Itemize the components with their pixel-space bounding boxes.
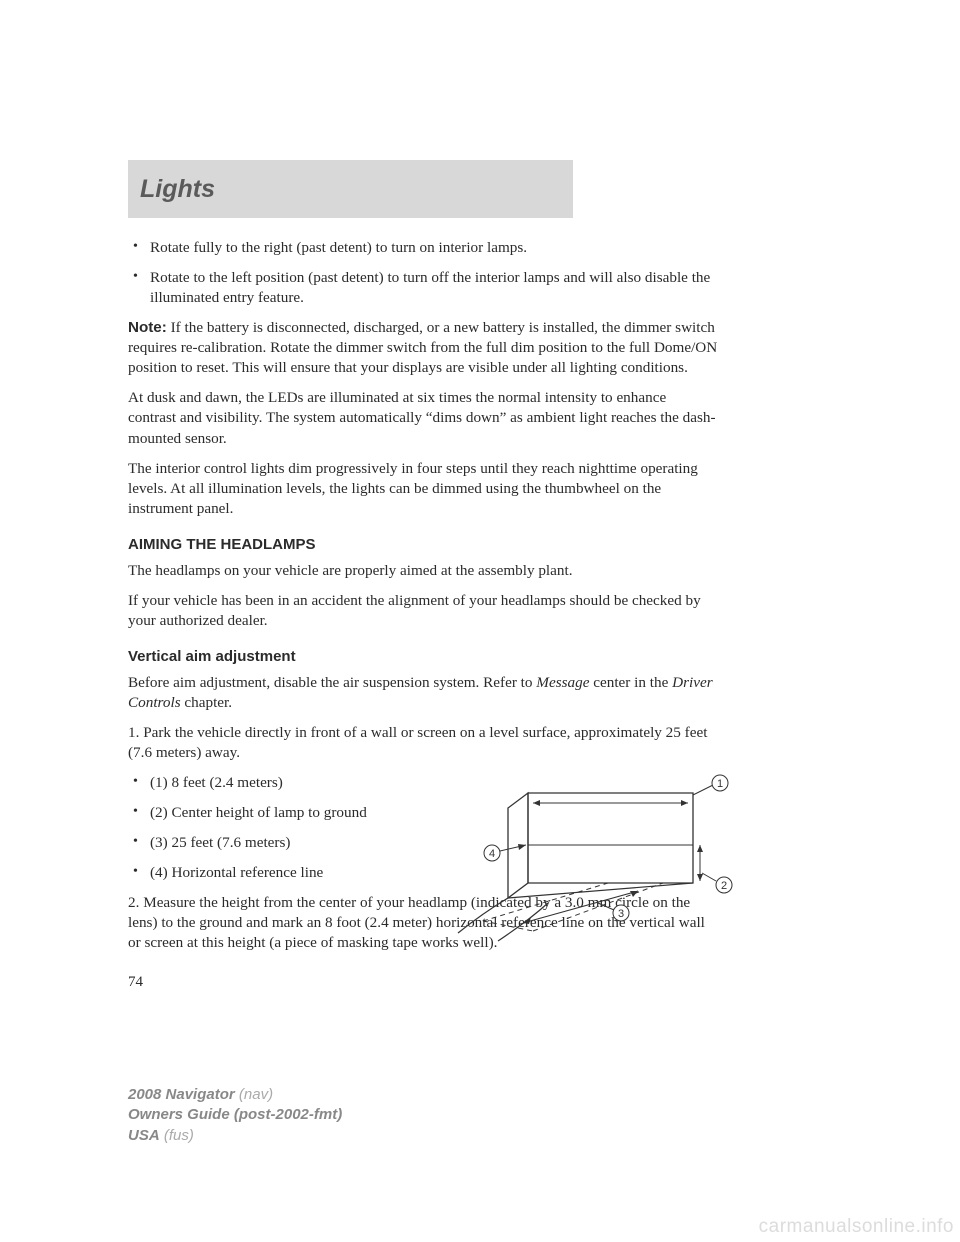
paragraph: Before aim adjustment, disable the air s… — [128, 673, 718, 713]
note-body: If the battery is disconnected, discharg… — [128, 319, 717, 376]
list-item: (3) 25 feet (7.6 meters) — [128, 833, 408, 853]
section-heading-aiming: AIMING THE HEADLAMPS — [128, 535, 718, 555]
italic-text: Message — [536, 674, 589, 691]
step-paragraph: 1. Park the vehicle directly in front of… — [128, 723, 718, 763]
text: chapter. — [181, 694, 232, 711]
figure-wrap: (1) 8 feet (2.4 meters) (2) Center heigh… — [128, 773, 718, 953]
page-number: 74 — [128, 973, 718, 993]
list-item: (2) Center height of lamp to ground — [128, 803, 408, 823]
page-body: Lights Rotate fully to the right (past d… — [128, 160, 718, 993]
footer-region-suffix: (fus) — [160, 1127, 194, 1144]
top-bullet-list: Rotate fully to the right (past detent) … — [128, 238, 718, 308]
list-item: Rotate fully to the right (past detent) … — [128, 238, 718, 258]
diagram-label-2: 2 — [721, 880, 727, 892]
legend-list: (1) 8 feet (2.4 meters) (2) Center heigh… — [128, 773, 408, 883]
paragraph: If your vehicle has been in an accident … — [128, 591, 718, 631]
text: center in the — [589, 674, 672, 691]
diagram-label-4: 4 — [489, 848, 495, 860]
paragraph: The interior control lights dim progress… — [128, 459, 718, 519]
note-paragraph: Note: If the battery is disconnected, di… — [128, 318, 718, 378]
footer-model: 2008 Navigator — [128, 1086, 235, 1103]
content-area: Rotate fully to the right (past detent) … — [128, 238, 718, 993]
footer-line-region: USA (fus) — [128, 1126, 342, 1146]
footer-model-suffix: (nav) — [235, 1086, 273, 1103]
diagram-label-3: 3 — [618, 908, 624, 920]
footer-region: USA — [128, 1127, 160, 1144]
legend-text: (1) 8 feet (2.4 meters) — [150, 774, 283, 791]
legend-and-step: (1) 8 feet (2.4 meters) (2) Center heigh… — [128, 773, 408, 953]
paragraph: At dusk and dawn, the LEDs are illuminat… — [128, 388, 718, 448]
watermark: carmanualsonline.info — [759, 1216, 954, 1238]
paragraph: The headlamps on your vehicle are proper… — [128, 561, 718, 581]
legend-text: (2) Center height of lamp to ground — [150, 804, 367, 821]
legend-text: (3) 25 feet (7.6 meters) — [150, 834, 290, 851]
subheading-vertical: Vertical aim adjustment — [128, 647, 718, 667]
legend-text: (4) Horizontal reference line — [150, 864, 323, 881]
list-item: (1) 8 feet (2.4 meters) — [128, 773, 408, 793]
chapter-header: Lights — [128, 160, 573, 218]
chapter-title: Lights — [140, 175, 215, 204]
footer: 2008 Navigator (nav) Owners Guide (post-… — [128, 1085, 342, 1146]
bullet-text: Rotate to the left position (past detent… — [150, 269, 710, 306]
footer-guide: Owners Guide (post-2002-fmt) — [128, 1105, 342, 1125]
note-label: Note: — [128, 319, 167, 336]
headlamp-aim-diagram: 1 2 3 — [438, 773, 738, 933]
diagram-label-1: 1 — [717, 778, 723, 790]
bullet-text: Rotate fully to the right (past detent) … — [150, 239, 527, 256]
list-item: (4) Horizontal reference line — [128, 863, 408, 883]
list-item: Rotate to the left position (past detent… — [128, 268, 718, 308]
text: Before aim adjustment, disable the air s… — [128, 674, 536, 691]
footer-line-model: 2008 Navigator (nav) — [128, 1085, 342, 1105]
diagram-svg: 1 2 3 — [438, 773, 738, 943]
